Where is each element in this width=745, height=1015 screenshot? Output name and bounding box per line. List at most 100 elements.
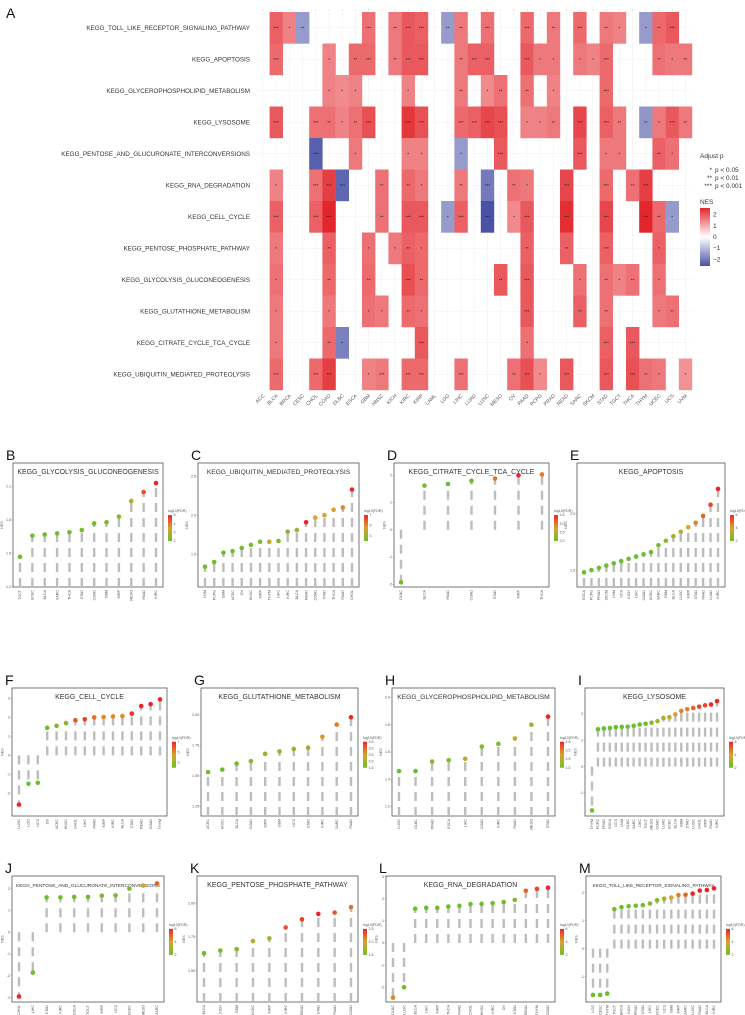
x-tick-label: KIRC	[712, 1005, 716, 1014]
colorbar-tick-label: 2.0	[369, 759, 374, 763]
plot-title: KEGG_GLYCOLYSIS_GLUCONEOGENESIS	[17, 469, 159, 476]
x-tick-label: LUSC	[477, 393, 491, 407]
data-point	[305, 745, 311, 751]
data-point	[618, 558, 624, 564]
data-point	[331, 507, 336, 513]
y-axis-label: NES	[1, 748, 5, 756]
significance-stars: ***	[326, 183, 332, 188]
heatmap-cell	[533, 43, 547, 76]
x-tick-label: LIHC	[83, 819, 87, 828]
row-label: KEGG_TOLL_LIKE_RECEPTOR_SIGNALING_PATHWA…	[86, 25, 250, 32]
significance-stars: **	[684, 57, 688, 62]
data-point	[312, 515, 318, 520]
heatmap-cell	[348, 138, 363, 170]
x-tick-label: ESCA	[447, 818, 451, 828]
heatmap-cell	[612, 106, 627, 139]
significance-stars: **	[684, 120, 688, 125]
x-tick-label: SARC	[335, 819, 339, 829]
x-tick-label: CHOL	[305, 393, 319, 407]
y-tick-label: 3	[8, 697, 10, 701]
data-point	[656, 542, 661, 548]
significance-stars: *	[421, 309, 423, 314]
x-tick-label: BLCA	[295, 589, 299, 599]
data-point	[655, 718, 660, 724]
x-tick-label: KIRP	[263, 818, 267, 827]
x-tick-label: GBM	[669, 1005, 673, 1013]
heatmap-cell	[322, 358, 336, 391]
data-point	[220, 767, 225, 772]
colorbar-tick-label: −2	[713, 256, 721, 263]
heatmap-cell	[599, 169, 613, 202]
significance-stars: ***	[670, 120, 676, 125]
x-tick-label: COAD	[642, 590, 646, 601]
x-tick-label: PCPG	[590, 590, 594, 600]
data-point	[704, 887, 710, 893]
legend-title: log10(FDR)	[554, 509, 573, 513]
fdr-colorbar	[726, 928, 730, 955]
data-point	[153, 480, 159, 486]
significance-stars: ***	[340, 183, 346, 188]
x-tick-label: STAD	[596, 393, 610, 407]
colorbar-tick-label: 4	[174, 522, 176, 526]
x-tick-label: READ	[139, 819, 143, 829]
significance-stars: *	[368, 372, 370, 377]
significance-stars: *	[592, 57, 594, 62]
colorbar-tick-label: 4	[736, 526, 738, 530]
y-tick-label: 0	[8, 754, 10, 758]
data-point	[299, 917, 305, 922]
legend-label: p < 0.05	[715, 167, 739, 174]
x-tick-label: LUSC	[402, 1005, 406, 1015]
y-tick-label: 1.4	[385, 777, 390, 781]
data-point	[99, 893, 105, 898]
significance-stars: ***	[604, 372, 610, 377]
colorbar-tick-label: 4	[175, 940, 177, 944]
significance-stars: ***	[406, 57, 412, 62]
heatmap-cell	[639, 169, 653, 202]
heatmap-cell	[414, 201, 429, 233]
data-point	[648, 549, 654, 555]
x-tick-label: LGG	[27, 819, 31, 827]
heatmap-cell	[480, 12, 495, 44]
significance-stars: **	[657, 152, 661, 157]
x-tick-label: LUSC	[17, 819, 21, 829]
x-tick-label: TGCT	[644, 818, 648, 829]
x-tick-label: UCEC	[655, 1005, 659, 1015]
y-tick-label: 0	[582, 947, 584, 951]
colorbar-tick-label: 3	[178, 761, 180, 765]
y-tick-label: 1	[8, 735, 10, 739]
x-tick-label: HNSC	[221, 819, 225, 830]
x-tick-label: MESO	[650, 819, 654, 830]
data-point	[267, 936, 272, 941]
x-tick-label: READ	[556, 393, 570, 407]
heatmap-cell	[573, 138, 587, 170]
x-tick-label: COAD	[149, 819, 153, 830]
data-point	[234, 761, 239, 766]
x-tick-label: KIRC	[716, 590, 720, 599]
data-point	[85, 894, 91, 900]
x-tick-label: UCEC	[231, 590, 235, 601]
significance-stars: **	[618, 120, 622, 125]
lollipop-panel-c: C 1.5 2.0 2.5 NES KEGG_UBIQUITIN_MEDIATED_PRO…	[185, 447, 383, 600]
significance-stars: **	[552, 26, 556, 31]
data-point	[631, 723, 636, 729]
heatmap-cell	[375, 358, 389, 391]
data-point	[671, 533, 676, 539]
heatmap-cell	[665, 201, 679, 233]
data-point	[349, 487, 355, 492]
significance-stars: ***	[564, 372, 570, 377]
heatmap-cell	[322, 232, 336, 265]
x-tick-label: KIRP	[703, 818, 707, 827]
colorbar-tick-label: 4	[732, 940, 734, 944]
x-tick-label: UCEC	[128, 1005, 132, 1015]
heatmap-cell	[520, 201, 534, 233]
data-point	[604, 563, 609, 568]
x-tick-label: SARC	[632, 819, 636, 829]
x-tick-label: PRAD	[634, 1005, 638, 1015]
heatmap-cell	[533, 106, 547, 139]
x-tick-label: STAD	[317, 1005, 321, 1015]
x-tick-label: LUSC	[691, 1005, 695, 1015]
x-tick-label: BLCA	[121, 818, 125, 828]
x-tick-label: BLCA	[43, 589, 47, 599]
data-point	[619, 724, 625, 730]
colorbar-tick-label: 0	[713, 234, 717, 241]
